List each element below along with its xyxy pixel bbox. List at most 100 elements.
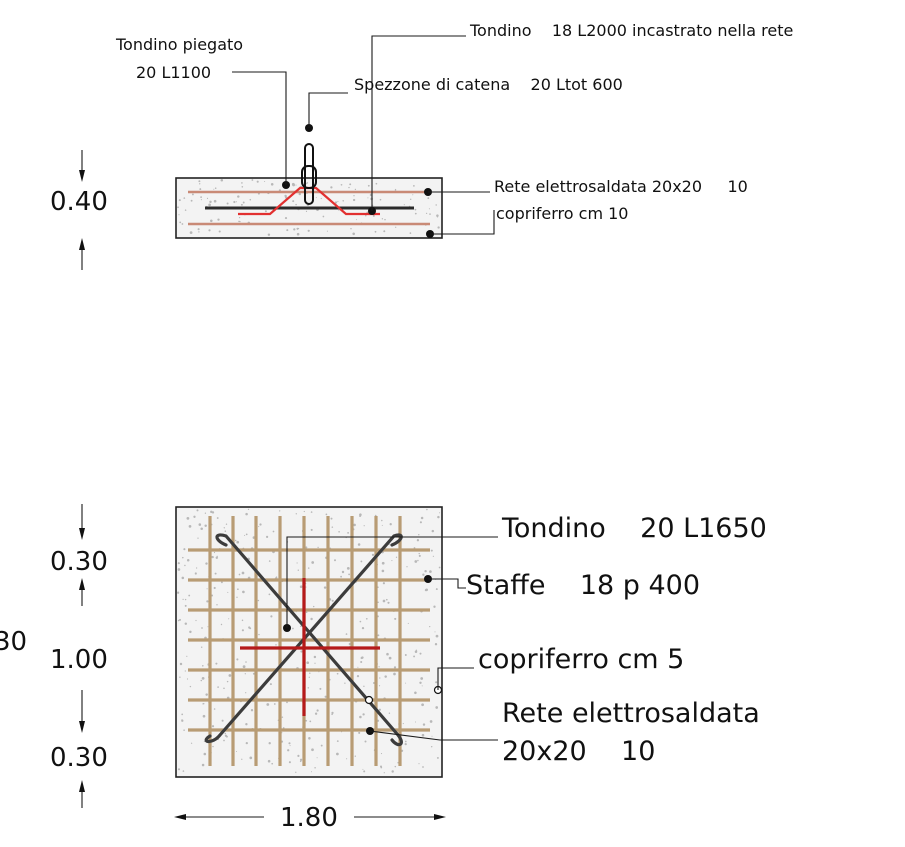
concrete-speck [240,203,243,206]
concrete-speck [357,666,359,668]
staffe-leader [428,578,466,589]
concrete-speck [177,619,180,622]
concrete-speck [242,665,246,669]
concrete-speck [314,662,316,664]
concrete-speck [177,562,180,565]
concrete-speck [380,753,383,755]
concrete-speck [216,604,218,606]
dim-top-label: 0.30 [50,547,108,577]
concrete-speck [214,572,217,575]
concrete-speck [202,714,206,718]
concrete-speck [377,601,379,604]
concrete-speck [388,712,391,714]
concrete-speck [189,630,192,634]
concrete-speck [226,202,229,205]
concrete-speck [314,766,316,769]
concrete-speck [220,178,224,182]
concrete-speck [273,703,276,705]
concrete-speck [181,223,184,225]
concrete-speck [414,208,417,211]
plan-mesh-leader [369,730,498,741]
concrete-speck [305,611,308,614]
concrete-speck [250,709,254,712]
concrete-speck [244,534,246,536]
plan-mesh-label-line2: 20x20 10 [502,736,655,767]
concrete-speck [353,195,355,197]
concrete-speck [300,625,302,628]
concrete-speck [357,543,361,546]
concrete-speck [385,598,388,601]
concrete-speck [179,662,183,666]
concrete-speck [354,755,356,757]
concrete-speck [208,203,211,207]
cover-leader-bottom [437,667,474,690]
plan-mesh-label-line1: Rete elettrosaldata [502,698,760,729]
diagonal-bar-a [215,533,403,747]
concrete-speck [234,539,237,542]
concrete-speck [364,740,367,743]
concrete-speck [306,182,309,184]
concrete-speck [421,703,424,707]
concrete-speck [241,186,244,188]
concrete-speck [319,687,322,690]
concrete-speck [199,183,201,185]
concrete-speck [238,573,241,576]
concrete-speck [336,752,339,756]
concrete-speck [314,712,318,715]
concrete-speck [252,672,255,675]
concrete-speck [267,233,271,236]
concrete-speck [241,182,243,184]
concrete-speck [182,556,184,559]
chain-leader [308,92,348,128]
concrete-speck [362,713,365,716]
concrete-speck [404,654,407,656]
dim-arrow-2 [79,578,85,590]
concrete-speck [331,599,334,602]
concrete-speck [227,591,229,593]
dim-mid-label: 1.00 [50,645,108,675]
concrete-speck [245,661,247,663]
concrete-speck [196,509,199,512]
concrete-speck [295,771,297,773]
concrete-speck [238,216,241,219]
concrete-speck [438,566,441,569]
concrete-speck [437,515,440,519]
concrete-speck [371,553,375,557]
concrete-speck [181,719,184,722]
concrete-speck [206,600,209,603]
concrete-speck [435,204,437,206]
concrete-speck [358,731,361,734]
concrete-speck [374,230,377,233]
concrete-speck [391,560,393,562]
concrete-speck [422,573,425,576]
concrete-speck [346,758,348,760]
concrete-speck [195,567,198,569]
concrete-speck [221,719,224,722]
concrete-speck [315,197,317,199]
dim-cut-label: 30 [0,627,27,657]
concrete-speck [213,188,215,190]
concrete-speck [356,219,358,221]
dim-arrow-3 [79,721,85,733]
concrete-speck [188,525,192,528]
concrete-speck [198,231,200,233]
concrete-speck [184,598,187,601]
concrete-speck [360,560,363,563]
bent-bar-leader [232,71,287,185]
concrete-speck [429,720,433,723]
concrete-speck [435,634,439,638]
concrete-speck [202,665,204,667]
concrete-speck [409,232,412,234]
concrete-speck [207,626,209,628]
concrete-speck [384,218,386,221]
concrete-speck [182,770,185,772]
concrete-speck [336,740,339,742]
concrete-speck [426,508,428,511]
concrete-speck [210,219,213,223]
concrete-speck [183,729,185,731]
concrete-speck [427,197,430,200]
concrete-speck [209,200,212,204]
concrete-speck [416,539,420,542]
concrete-speck [284,217,288,220]
